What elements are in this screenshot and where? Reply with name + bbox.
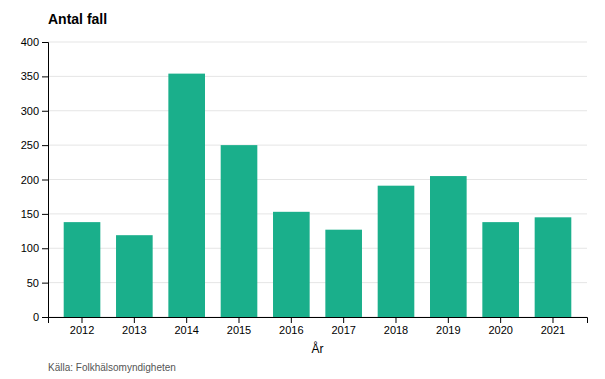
grid-line [48,213,587,214]
tick: 200 [21,174,48,186]
tick-mark [42,283,48,284]
tick-label: 2012 [70,324,94,336]
tick: 2021 [541,317,565,336]
chart: 0 50 100 150 200 250 300 350 400 2012 2013 2014 2015… [0,0,605,379]
grid-line [48,42,587,43]
tick-mark [343,317,344,323]
tick-mark [239,317,240,323]
y-axis: 0 50 100 150 200 250 300 350 400 [21,36,49,323]
tick: 50 [27,277,48,289]
x-axis-title: År [312,341,324,356]
plot: 0 50 100 150 200 250 300 350 400 2012 2013 2014 2015… [21,36,588,336]
tick: 2012 [70,317,94,336]
tick-label: 2016 [279,324,303,336]
tick: 2014 [174,317,198,336]
tick-label: 150 [21,208,39,220]
tick-mark [552,317,553,323]
tick-label: 2020 [488,324,512,336]
grid-line [48,110,587,111]
grid-line [48,76,587,77]
annotation: Källa: Folkhälsomyndigheten [48,362,176,373]
tick-label: 2018 [384,324,408,336]
tick-mark [42,145,48,146]
bar [221,145,258,317]
bar [535,217,572,317]
tick-label: 250 [21,139,39,151]
tick: 100 [21,242,48,254]
tick: 2019 [436,317,460,336]
grid [48,42,587,317]
tick-label: 2021 [541,324,565,336]
tick-label: 200 [21,174,39,186]
tick: 150 [21,208,48,220]
tick-label: 350 [21,70,39,82]
axis-line [42,43,49,318]
bars [64,74,572,317]
tick-label: 2015 [227,324,251,336]
tick: 300 [21,105,48,117]
tick: 2018 [384,317,408,336]
tick-label: 2013 [122,324,146,336]
bar [378,186,415,317]
grid-line [48,179,587,180]
grid-line [48,145,587,146]
tick-label: 100 [21,242,39,254]
tick-label: 400 [21,36,39,48]
tick-mark [42,111,48,112]
tick-label: 300 [21,105,39,117]
bar [325,230,362,317]
bar [430,176,467,317]
x-axis: 2012 2013 2014 2015 2016 2017 2018 2019 2020 2021 [49,317,588,336]
tick: 250 [21,139,48,151]
tick-mark [42,180,48,181]
tick-label: 2014 [174,324,198,336]
tick-label: 50 [27,277,39,289]
tick: 2017 [331,317,355,336]
tick-mark [500,317,501,323]
tick-label: 2019 [436,324,460,336]
tick-mark [42,42,48,43]
bar [273,212,310,317]
axis-line [49,318,588,324]
tick-mark [448,317,449,323]
tick-mark [42,317,48,318]
bar [482,222,519,317]
tick: 2020 [488,317,512,336]
bar [116,235,153,317]
tick: 0 [33,311,48,323]
tick: 2013 [122,317,146,336]
tick: 400 [21,36,48,48]
tick-label: 2017 [331,324,355,336]
tick-label: 0 [33,311,39,323]
tick-mark [134,317,135,323]
tick-mark [42,248,48,249]
tick: 2015 [227,317,251,336]
tick-mark [82,317,83,323]
title: Antal fall [48,11,107,27]
tick-mark [291,317,292,323]
tick-mark [186,317,187,323]
tick-mark [42,76,48,77]
tick-mark [395,317,396,323]
tick: 2016 [279,317,303,336]
tick: 350 [21,70,48,82]
bar [64,222,101,317]
tick-mark [42,214,48,215]
bar [168,74,205,317]
